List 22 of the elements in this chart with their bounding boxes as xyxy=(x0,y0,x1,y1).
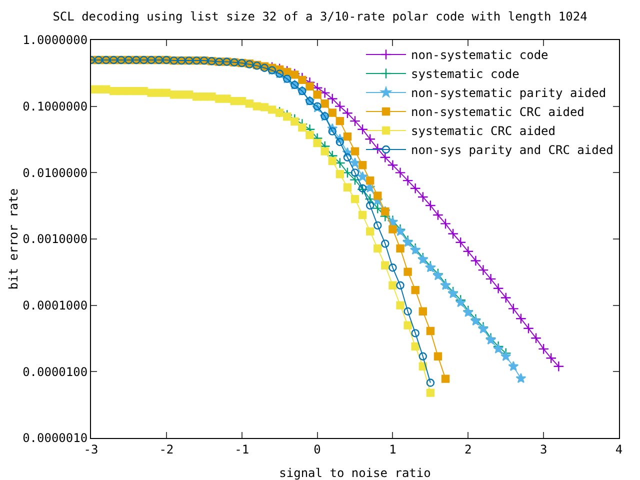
y-tick-label: 0.0010000 xyxy=(22,232,88,246)
x-tick-label: -2 xyxy=(159,442,174,456)
legend-label: non-systematic parity aided xyxy=(411,86,606,100)
y-axis-title: bit error rate xyxy=(6,188,21,290)
y-tick-label: 0.0001000 xyxy=(22,298,88,313)
x-tick-label: 3 xyxy=(540,442,548,456)
chart-title: SCL decoding using list size 32 of a 3/10-rate polar code with length 1024 xyxy=(52,9,588,24)
y-tick-label: 0.0100000 xyxy=(22,166,88,180)
x-tick-label: -1 xyxy=(234,442,250,456)
y-tick-label: 0.1000000 xyxy=(22,100,88,114)
x-axis-title: signal to noise ratio xyxy=(279,466,431,480)
legend-label: systematic code xyxy=(411,67,520,82)
x-tick-label: 4 xyxy=(615,442,623,456)
legend-label: non-sys parity and CRC aided xyxy=(411,143,614,158)
y-tick-label: 1.0000000 xyxy=(22,33,88,48)
x-tick-label: 0 xyxy=(314,442,321,456)
x-tick-label: 1 xyxy=(389,442,396,456)
y-tick-label: 0.0000100 xyxy=(22,364,88,379)
x-tick-label: 2 xyxy=(464,442,472,456)
legend-label: systematic CRC aided xyxy=(411,124,556,138)
legend-label: non-systematic code xyxy=(411,48,548,62)
legend-label: non-systematic CRC aided xyxy=(411,105,584,120)
